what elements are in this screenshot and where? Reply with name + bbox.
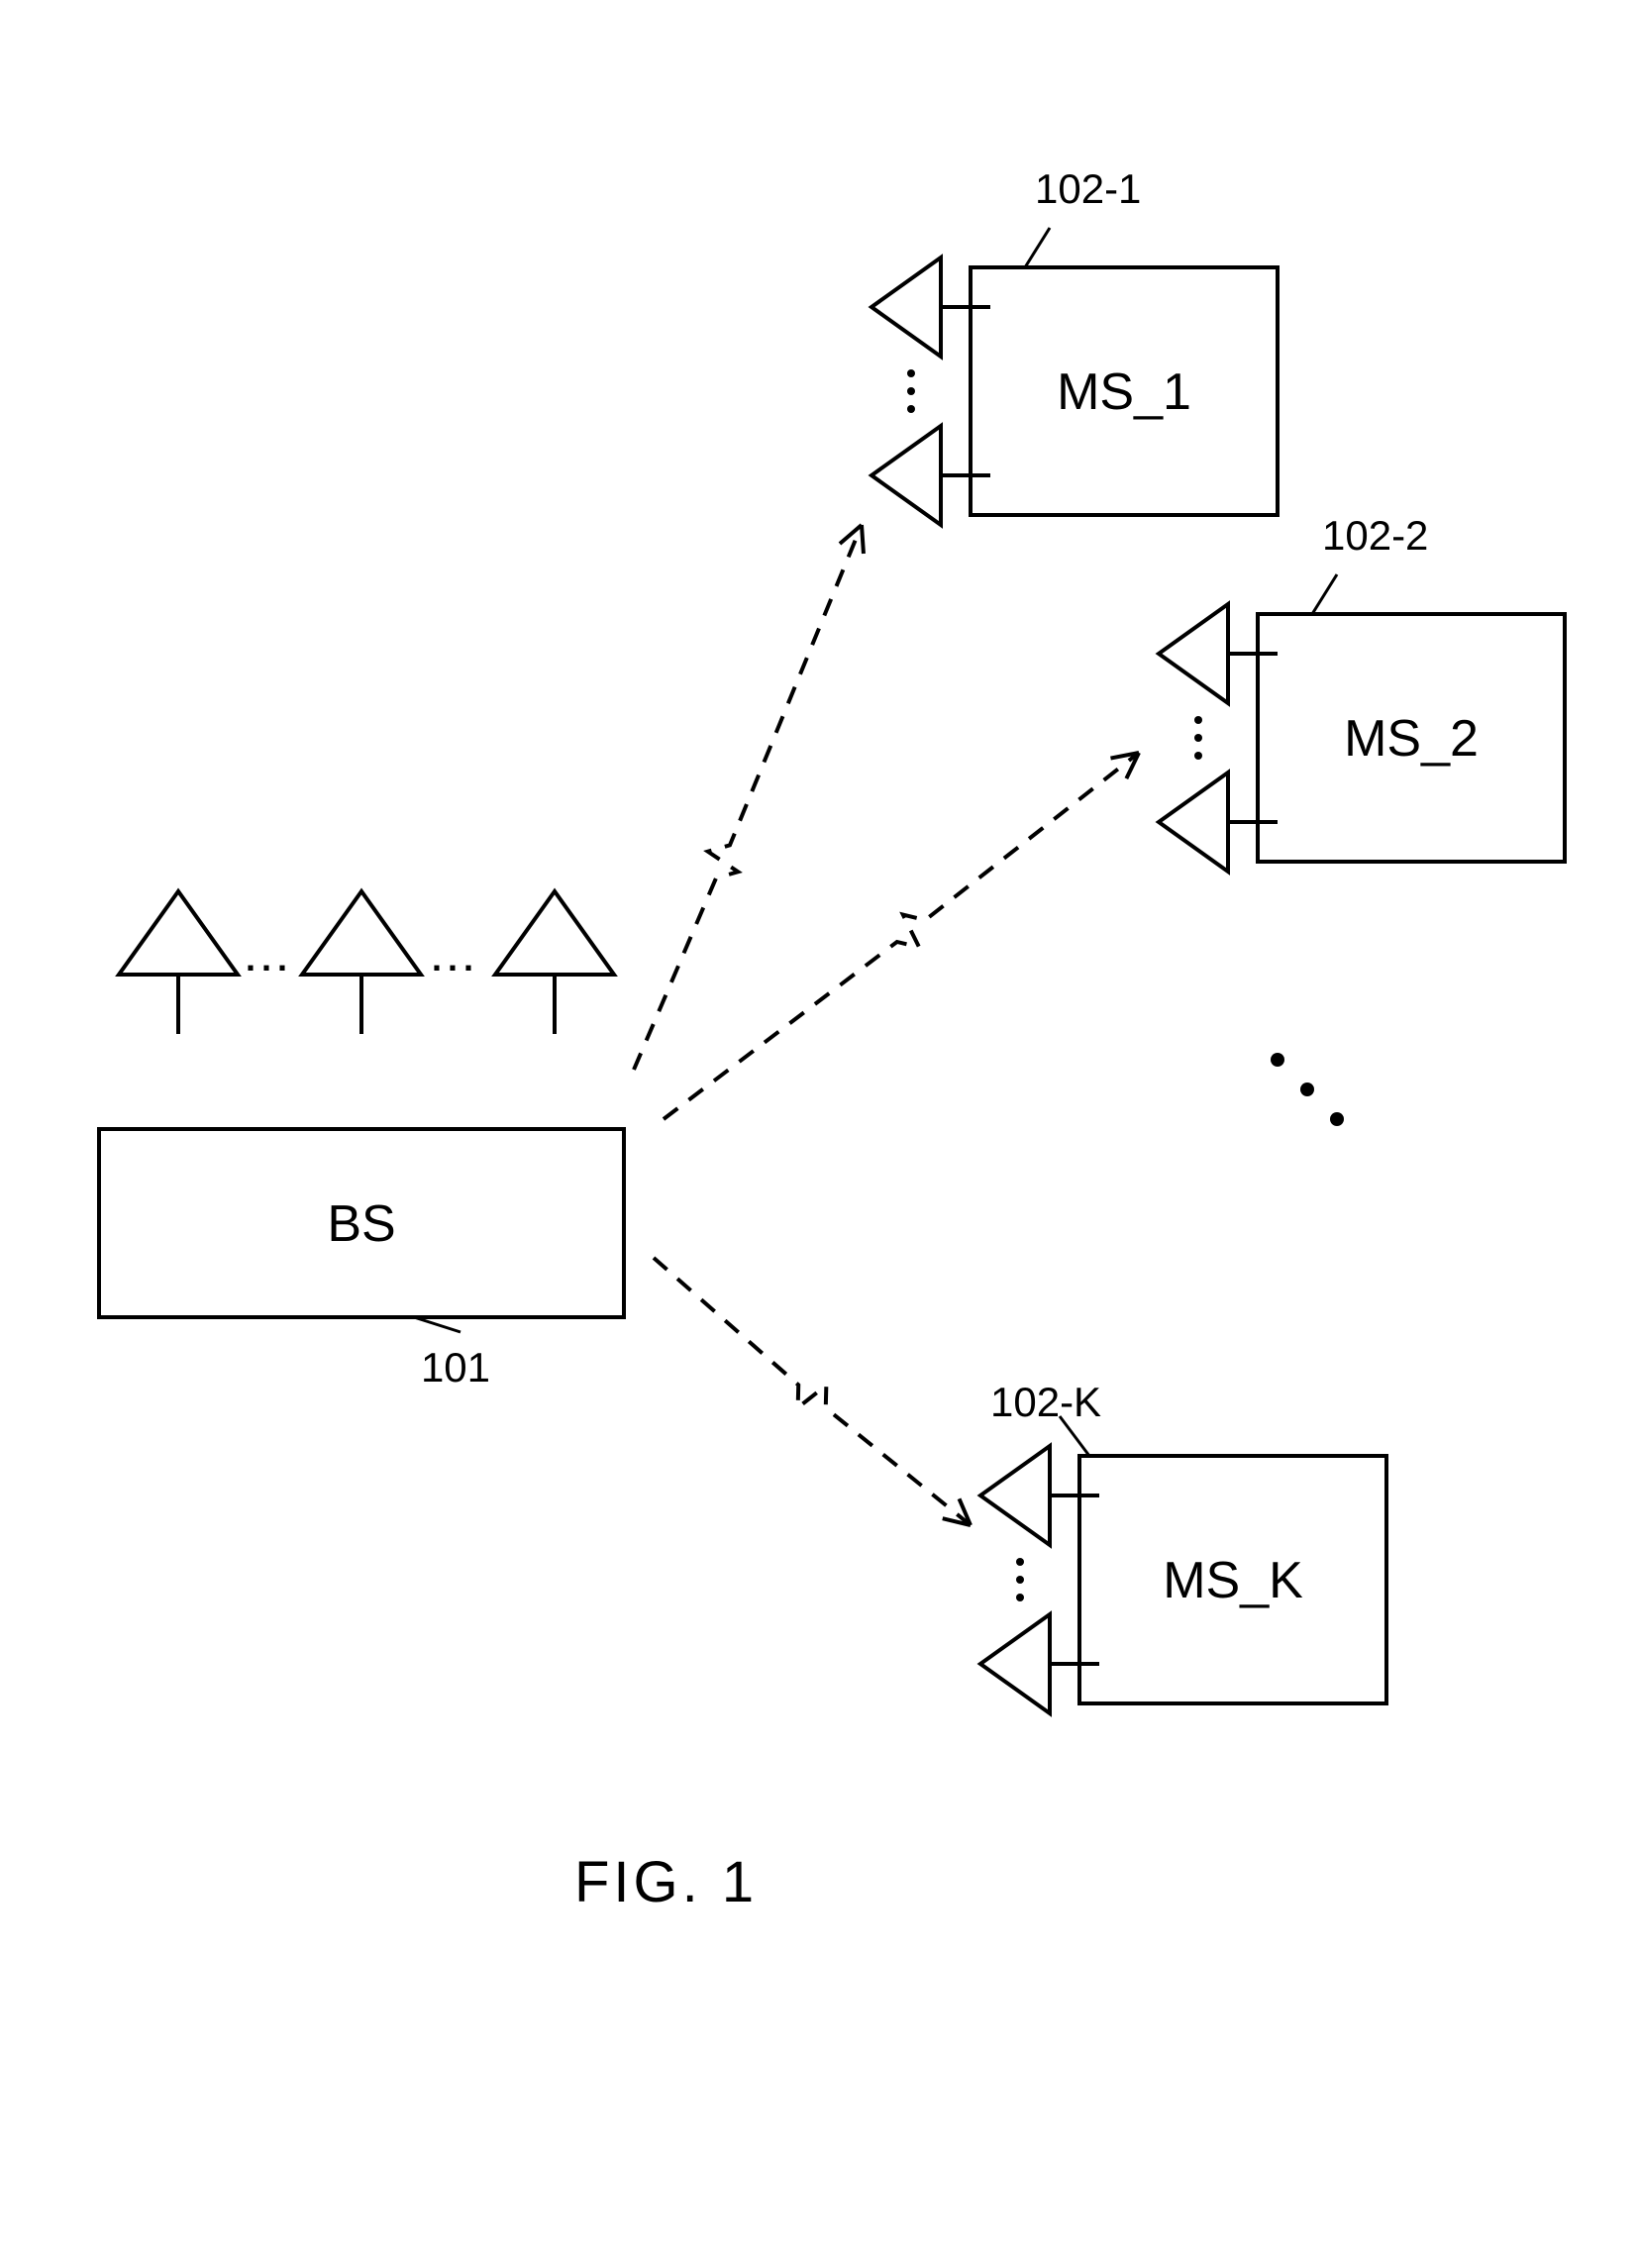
msk-ref-label: 102-K — [990, 1379, 1101, 1425]
ms2-label: MS_2 — [1344, 710, 1479, 768]
bs-ref-label: 101 — [421, 1344, 490, 1391]
ellipsis-dot — [1194, 752, 1202, 760]
antenna-icon — [1159, 773, 1228, 872]
ellipsis-dot — [1016, 1576, 1024, 1584]
figure-label: FIG. 1 — [574, 1850, 758, 1914]
msk-label: MS_K — [1163, 1552, 1303, 1609]
ref-leader — [1312, 574, 1337, 614]
ref-leader — [1025, 228, 1050, 267]
ellipsis-dot — [1016, 1594, 1024, 1601]
antenna-icon — [980, 1614, 1050, 1713]
ms1-label: MS_1 — [1057, 363, 1191, 421]
antenna-icon — [980, 1446, 1050, 1545]
signal-arrow — [664, 753, 1139, 1119]
antenna-icon — [119, 891, 238, 975]
ellipsis-icon: ... — [246, 938, 293, 979]
ellipsis-dot — [1016, 1558, 1024, 1566]
bs-label: BS — [327, 1195, 395, 1253]
antenna-icon — [871, 258, 941, 357]
ellipsis-dot — [907, 387, 915, 395]
ellipsis-icon: ... — [432, 938, 479, 979]
ref-leader — [414, 1317, 461, 1332]
signal-arrow — [654, 1258, 971, 1525]
antenna-icon — [871, 426, 941, 525]
ellipsis-dot — [1194, 734, 1202, 742]
ellipsis-dot — [907, 405, 915, 413]
antenna-icon — [1159, 604, 1228, 703]
ellipsis-dot — [1194, 716, 1202, 724]
ellipsis-dot — [907, 369, 915, 377]
antenna-icon — [495, 891, 614, 975]
ellipsis-dot — [1271, 1053, 1284, 1067]
ellipsis-dot — [1330, 1112, 1344, 1126]
antenna-icon — [302, 891, 421, 975]
signal-arrow — [634, 525, 862, 1070]
ellipsis-dot — [1300, 1082, 1314, 1096]
ms1-ref-label: 102-1 — [1035, 165, 1141, 212]
ms2-ref-label: 102-2 — [1322, 512, 1428, 559]
